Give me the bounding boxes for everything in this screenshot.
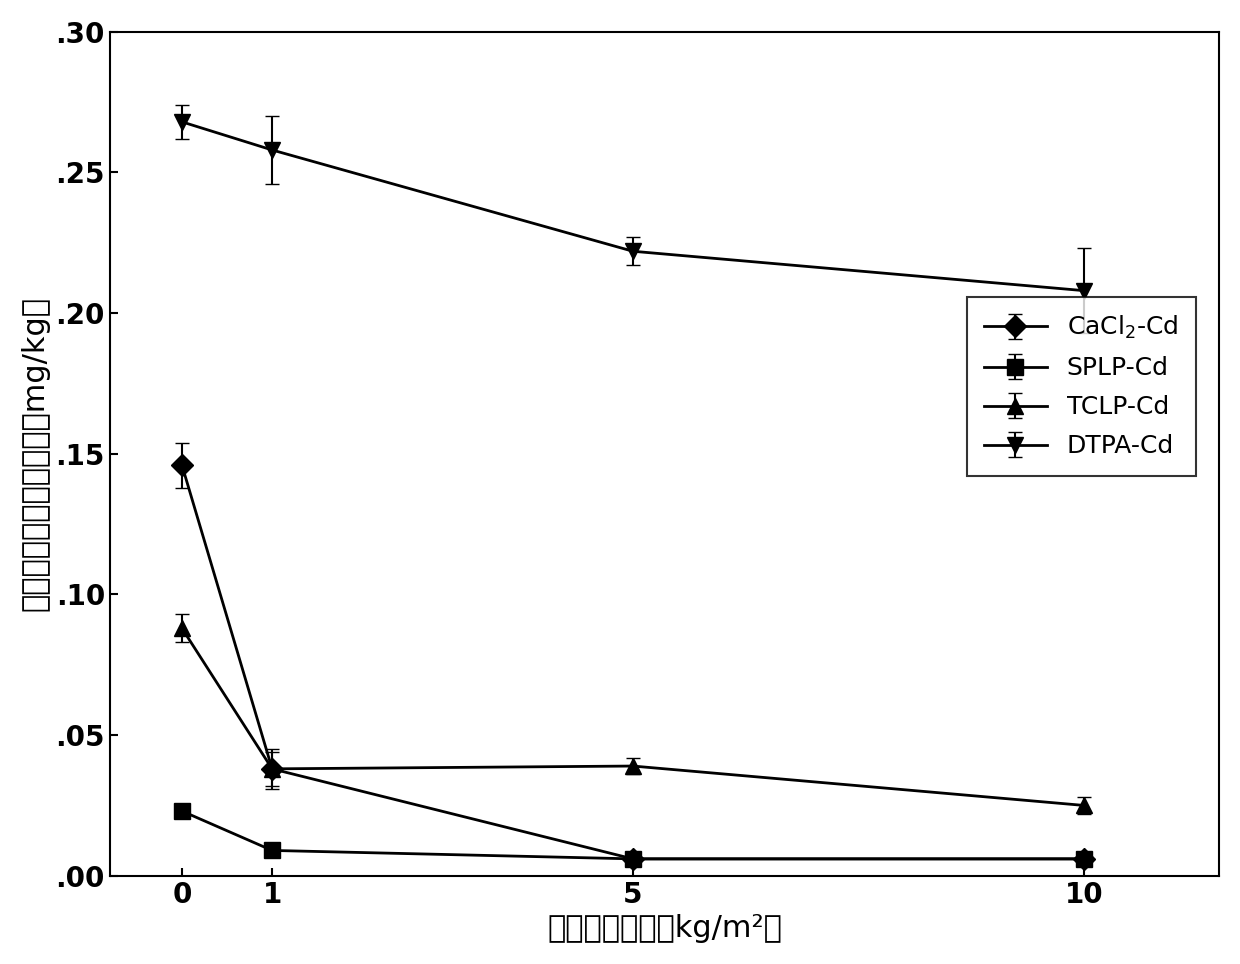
Legend: CaCl$_2$-Cd, SPLP-Cd, TCLP-Cd, DTPA-Cd: CaCl$_2$-Cd, SPLP-Cd, TCLP-Cd, DTPA-Cd [967, 297, 1195, 476]
X-axis label: 修复剂投加量（kg/m²）: 修复剂投加量（kg/m²） [547, 914, 782, 943]
Y-axis label: 早稺土壤有效态镞浓度（mg/kg）: 早稺土壤有效态镞浓度（mg/kg） [21, 296, 50, 611]
